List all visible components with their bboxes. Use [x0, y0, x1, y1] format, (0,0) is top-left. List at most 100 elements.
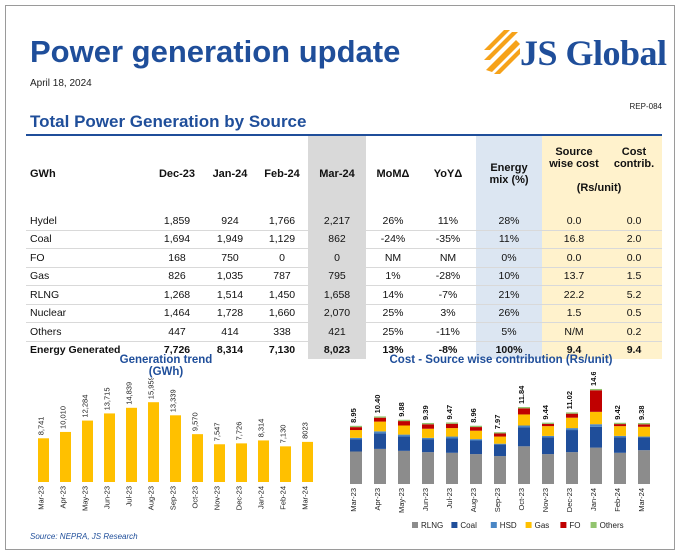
gen-value-label: 7,547	[213, 422, 222, 441]
cell-dec: 1,268	[150, 285, 204, 305]
legend-swatch-HSD	[490, 522, 497, 528]
cell-mix: 0%	[476, 248, 542, 268]
cell-feb: 1,129	[256, 230, 308, 249]
cost-category-label: Jul-23	[445, 488, 454, 508]
cost-seg-Gas-Feb-24	[614, 426, 626, 436]
cost-seg-Gas-Nov-23	[542, 426, 554, 436]
gen-category-label: May-23	[81, 486, 90, 511]
cell-mix: 28%	[476, 212, 542, 231]
legend-label-Gas: Gas	[535, 521, 550, 530]
col-mix-line1: Energy	[490, 162, 528, 174]
cost-category-label: Jan-24	[589, 488, 598, 511]
gen-bar-Nov-23	[214, 444, 225, 482]
cell-contrib: 0.2	[606, 322, 662, 342]
cost-total-label: 11.84	[517, 385, 526, 404]
cell-mar: 1,658	[308, 285, 366, 305]
cell-cost: 0.0	[542, 212, 606, 231]
gen-value-label: 12,284	[81, 395, 90, 418]
table-row: RLNG 1,268 1,514 1,450 1,658 14% -7% 21% 22.2 5.2	[26, 285, 662, 305]
cell-source: Hydel	[26, 212, 150, 231]
cost-category-label: Nov-23	[541, 488, 550, 512]
table-row: FO 168 750 0 0 NM NM 0% 0.0 0.0	[26, 248, 662, 268]
cell-mar: 2,070	[308, 304, 366, 323]
cell-mix: 10%	[476, 267, 542, 286]
cost-seg-Gas-Jun-23	[422, 428, 434, 438]
table-header-row: GWh Dec-23 Jan-24 Feb-24 Mar-24 MoMΔ YoY…	[26, 136, 662, 212]
col-feb: Feb-24	[264, 168, 300, 180]
cost-category-label: Aug-23	[469, 488, 478, 512]
cell-mix: 5%	[476, 322, 542, 342]
cell-jan: 8,314	[204, 340, 256, 359]
cell-feb: 1,660	[256, 304, 308, 323]
cost-seg-FO-Apr-23	[374, 417, 386, 422]
cost-seg-Others-Jan-24	[590, 388, 602, 391]
cost-seg-HSD-Sep-23	[494, 443, 506, 445]
gen-category-label: Apr-23	[59, 486, 68, 509]
cost-total-label: 8.95	[349, 408, 358, 423]
col-source-cost-line1: Source	[555, 146, 593, 158]
cost-legend: RLNG Coal HSD Gas FO Others	[412, 521, 624, 530]
cost-seg-Others-Aug-23	[470, 425, 482, 428]
cost-seg-Gas-Mar-23	[350, 430, 362, 438]
cell-source: Nuclear	[26, 304, 150, 323]
gen-value-label: 8,314	[257, 419, 266, 438]
cell-yoy: -8%	[420, 340, 476, 359]
cell-mom: 25%	[366, 304, 420, 323]
table-row: Coal 1,694 1,949 1,129 862 -24% -35% 11% 16.8 2.0	[26, 230, 662, 249]
cost-seg-Others-Feb-24	[614, 422, 626, 425]
cost-total-label: 9.38	[637, 405, 646, 420]
cost-seg-RLNG-Jul-23	[446, 452, 458, 484]
cell-yoy: NM	[420, 248, 476, 268]
cost-seg-Coal-Jul-23	[446, 438, 458, 453]
cost-total-label: 8.96	[469, 408, 478, 423]
col-cost-contrib-line1: Cost	[621, 146, 647, 158]
cell-mom: -24%	[366, 230, 420, 249]
cell-source: RLNG	[26, 285, 150, 305]
col-mom: MoMΔ	[376, 168, 410, 180]
cost-category-label: Oct-23	[517, 488, 526, 511]
cost-seg-RLNG-Mar-23	[350, 451, 362, 484]
gen-value-label: 8,741	[37, 417, 46, 436]
gen-category-label: Mar-23	[37, 486, 46, 510]
cost-seg-Gas-Aug-23	[470, 430, 482, 440]
gen-category-label: Feb-24	[279, 486, 288, 510]
gen-bar-Dec-23	[236, 443, 247, 482]
cost-seg-Others-Oct-23	[518, 407, 530, 409]
gen-bar-Feb-24	[280, 446, 291, 482]
cost-seg-Coal-Aug-23	[470, 440, 482, 455]
cell-dec: 826	[150, 267, 204, 286]
cell-source: Gas	[26, 267, 150, 286]
cost-category-label: Feb-24	[613, 488, 622, 512]
cell-feb: 338	[256, 322, 308, 342]
gen-category-label: Nov-23	[213, 486, 222, 510]
legend-label-RLNG: RLNG	[421, 521, 443, 530]
col-dec: Dec-23	[158, 168, 196, 180]
legend-swatch-RLNG	[412, 522, 418, 528]
cell-feb: 1,450	[256, 285, 308, 305]
col-jan: Jan-24	[212, 168, 248, 180]
cost-contribution-chart: 8.95 Mar-23 10.40 Apr-23 9.88 May-23 9.39 Jun-2…	[349, 372, 650, 530]
cell-yoy: 3%	[420, 304, 476, 323]
cost-seg-RLNG-Jun-23	[422, 452, 434, 484]
col-source-cost: Source wise cost (Rs/unit)	[542, 136, 621, 212]
cost-seg-HSD-Jun-23	[422, 437, 434, 440]
cell-mix: 21%	[476, 285, 542, 305]
cost-seg-Coal-May-23	[398, 436, 410, 451]
gen-bar-Jan-24	[258, 440, 269, 482]
cell-mix: 11%	[476, 230, 542, 249]
cell-contrib: 2.0	[606, 230, 662, 249]
legend-label-Others: Others	[600, 521, 624, 530]
cost-total-label: 9.88	[397, 402, 406, 417]
report-id: REP-084	[629, 102, 662, 111]
cell-dec: 1,694	[150, 230, 204, 249]
cell-jan: 1,514	[204, 285, 256, 305]
title-rule	[26, 134, 662, 136]
cost-seg-FO-Mar-24	[638, 424, 650, 427]
cell-mom: 26%	[366, 212, 420, 231]
gen-bar-Jun-23	[104, 413, 115, 482]
cost-seg-Others-Apr-23	[374, 416, 386, 418]
legend-swatch-Gas	[525, 522, 532, 528]
legend-label-HSD: HSD	[500, 521, 517, 530]
cell-mix: 100%	[476, 340, 542, 359]
cost-seg-RLNG-Jan-24	[590, 447, 602, 484]
